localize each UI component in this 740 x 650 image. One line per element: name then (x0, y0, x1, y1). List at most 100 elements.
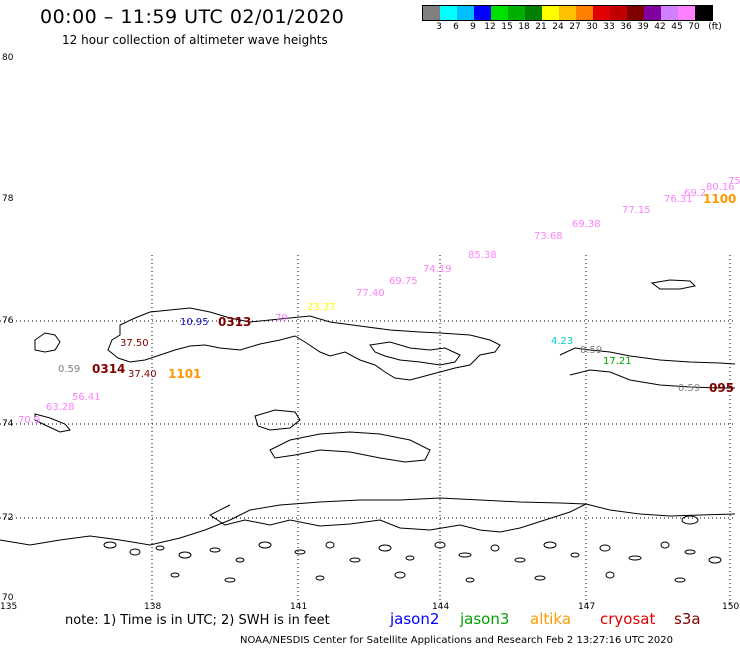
scale-swatch (559, 6, 576, 20)
obs-label: 77.40 (356, 288, 385, 299)
obs-label: 75 (728, 176, 740, 187)
scale-label: 27 (569, 22, 581, 32)
coast-new-siberia (559, 347, 736, 389)
legend-jason2: jason2 (390, 610, 440, 628)
observations: 10.95 0313 79 23.37 37.50 0.59 0314 37.4… (18, 176, 740, 426)
coast-west-islet (34, 332, 61, 353)
lon-label-147: 147 (578, 602, 595, 612)
lon-label-144: 144 (432, 602, 449, 612)
map-title: 00:00 – 11:59 UTC 02/01/2020 (40, 6, 345, 28)
scale-swatch (627, 6, 644, 20)
coast-kotelny (107, 307, 501, 381)
obs-label: 23.37 (307, 302, 336, 313)
obs-label: 79 (275, 313, 288, 324)
scale-swatch (457, 6, 474, 20)
scale-label: 21 (535, 22, 547, 32)
obs-label: 4.23 (551, 336, 573, 347)
obs-label: 63.28 (46, 402, 75, 413)
scale-swatch (440, 6, 457, 20)
legend-cryosat: cryosat (600, 610, 656, 628)
scale-swatch (508, 6, 525, 20)
scale-label: 24 (552, 22, 564, 32)
obs-label: 10.95 (180, 317, 209, 328)
scale-swatch (610, 6, 627, 20)
scale-swatch (661, 6, 678, 20)
scale-label: 45 (671, 22, 683, 32)
lat-label-74: 74 (2, 419, 14, 429)
lon-label-135: 135 (0, 602, 17, 612)
obs-label: 69.75 (389, 276, 418, 287)
obs-label: 85.38 (468, 250, 497, 261)
scale-label: 9 (470, 22, 476, 32)
axis-labels: 80 78 76 74 72 70 135 138 141 144 147 15… (0, 53, 739, 612)
coast-islet-sw (34, 413, 71, 433)
coast-south-island (269, 431, 431, 463)
scale-swatch (695, 6, 712, 20)
obs-label: 0314 (92, 362, 125, 376)
lon-label-150: 150 (722, 602, 739, 612)
scale-swatch (678, 6, 695, 20)
scale-label: 70 (688, 22, 700, 32)
scale-label: 15 (501, 22, 513, 32)
lat-label-78: 78 (2, 194, 14, 204)
obs-label: 76.31 (664, 194, 693, 205)
scale-label: 6 (453, 22, 459, 32)
obs-label: 70.9 (18, 415, 40, 426)
obs-label: 1100 (703, 192, 736, 206)
obs-label: 17.21 (603, 356, 632, 367)
coast-bay (369, 341, 461, 366)
scale-swatch (474, 6, 491, 20)
obs-label: 0313 (218, 315, 251, 329)
obs-label: 37.50 (120, 338, 149, 349)
obs-label: 73.68 (534, 231, 563, 242)
legend-altika: altika (530, 610, 572, 628)
legend-jason3: jason3 (460, 610, 510, 628)
obs-label: 56.41 (72, 392, 101, 403)
scale-label: 18 (518, 22, 530, 32)
obs-label: 0.59 (58, 364, 80, 375)
color-scale-bar (422, 5, 713, 21)
lon-label-141: 141 (290, 602, 307, 612)
obs-label: 80.16 (706, 182, 735, 193)
obs-label: 1101 (168, 367, 201, 381)
graticule (0, 255, 735, 605)
lat-label-80: 80 (2, 53, 14, 63)
scale-swatch (576, 6, 593, 20)
scale-label: 39 (637, 22, 649, 32)
lat-label-70: 70 (2, 593, 14, 603)
scale-label: 12 (484, 22, 496, 32)
legend-s3a: s3a (674, 610, 701, 628)
obs-label: 095 (709, 381, 734, 395)
scale-label: 33 (603, 22, 615, 32)
scale-label: (ft) (708, 22, 722, 32)
footer-note: note: 1) Time is in UTC; 2) SWH is in fe… (65, 613, 330, 628)
coastlines (0, 279, 736, 546)
obs-label: 77.15 (622, 205, 651, 216)
scale-swatch (593, 6, 610, 20)
coast-east-islet (650, 279, 697, 290)
scale-label: 3 (436, 22, 442, 32)
obs-label: 37.40 (128, 369, 157, 380)
coast-islet-mid (254, 409, 301, 431)
scale-label: 42 (654, 22, 666, 32)
scale-label: 36 (620, 22, 632, 32)
lat-label-76: 76 (2, 316, 14, 326)
lon-label-138: 138 (144, 602, 161, 612)
obs-label: 69.2 (684, 188, 706, 199)
scale-label: 30 (586, 22, 598, 32)
scale-swatch (423, 6, 440, 20)
coast-mainland (0, 497, 736, 546)
delta-lakes (103, 515, 722, 583)
obs-label: 0.59 (580, 345, 602, 356)
obs-label: 74.19 (423, 264, 452, 275)
map-subtitle: 12 hour collection of altimeter wave hei… (62, 33, 328, 47)
scale-swatch (491, 6, 508, 20)
credit-line: NOAA/NESDIS Center for Satellite Applica… (240, 635, 673, 646)
scale-swatch (542, 6, 559, 20)
obs-label: 69.38 (572, 219, 601, 230)
scale-swatch (644, 6, 661, 20)
lat-label-72: 72 (2, 513, 13, 523)
scale-swatch (525, 6, 542, 20)
obs-label: 0.59 (678, 383, 700, 394)
